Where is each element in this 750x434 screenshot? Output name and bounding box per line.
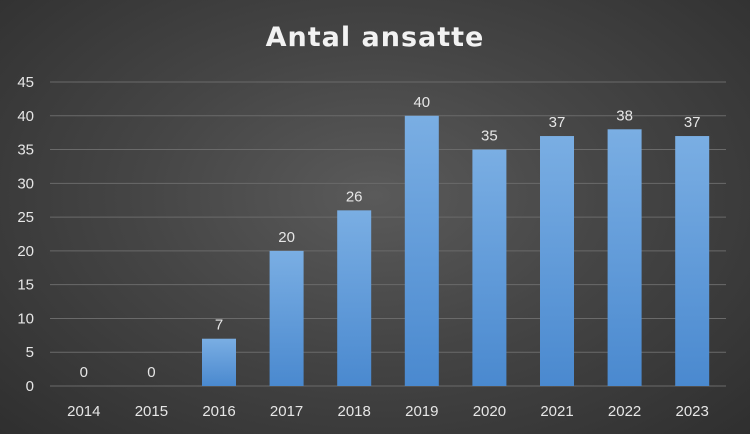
x-tick-label: 2016 <box>202 403 235 420</box>
data-label: 7 <box>215 317 223 334</box>
x-tick-label: 2017 <box>270 403 303 420</box>
bar <box>472 149 507 386</box>
data-label: 38 <box>616 107 633 124</box>
chart-title: Antal ansatte <box>266 22 485 53</box>
y-tick-label: 10 <box>17 310 34 327</box>
bar <box>607 129 642 387</box>
bar <box>269 250 304 386</box>
y-axis: 0 5 10 15 20 25 30 35 40 45 <box>17 74 34 395</box>
data-labels: 0 0 7 20 26 40 35 37 38 37 <box>80 94 701 381</box>
bar <box>540 136 574 386</box>
data-label: 37 <box>684 114 701 131</box>
y-tick-label: 5 <box>26 344 34 361</box>
data-label: 20 <box>278 229 295 246</box>
x-axis: 2014 2015 2016 2017 2018 2019 2020 2021 2022 2023 <box>67 403 709 420</box>
data-label: 37 <box>549 114 566 131</box>
data-label: 35 <box>481 128 498 145</box>
data-label: 40 <box>413 94 430 111</box>
y-tick-label: 25 <box>17 209 34 226</box>
data-label: 0 <box>80 364 88 381</box>
x-tick-label: 2022 <box>608 403 641 420</box>
y-tick-label: 45 <box>17 74 34 91</box>
y-tick-label: 35 <box>17 142 34 159</box>
y-tick-label: 30 <box>17 175 34 192</box>
x-tick-label: 2020 <box>473 403 506 420</box>
bar <box>404 115 439 387</box>
bars <box>202 115 710 387</box>
gridlines <box>50 81 726 387</box>
x-tick-label: 2023 <box>676 403 709 420</box>
data-label: 0 <box>147 364 155 381</box>
y-tick-label: 40 <box>17 108 34 125</box>
y-tick-label: 0 <box>26 378 34 395</box>
x-tick-label: 2014 <box>67 403 100 420</box>
x-tick-label: 2015 <box>135 403 168 420</box>
x-tick-label: 2019 <box>405 403 438 420</box>
y-tick-label: 15 <box>17 277 34 294</box>
bar <box>675 136 710 386</box>
x-tick-label: 2021 <box>540 403 573 420</box>
y-tick-label: 20 <box>17 243 34 260</box>
bar <box>202 338 236 386</box>
data-label: 26 <box>346 188 363 205</box>
x-tick-label: 2018 <box>338 403 371 420</box>
bar <box>337 210 372 386</box>
